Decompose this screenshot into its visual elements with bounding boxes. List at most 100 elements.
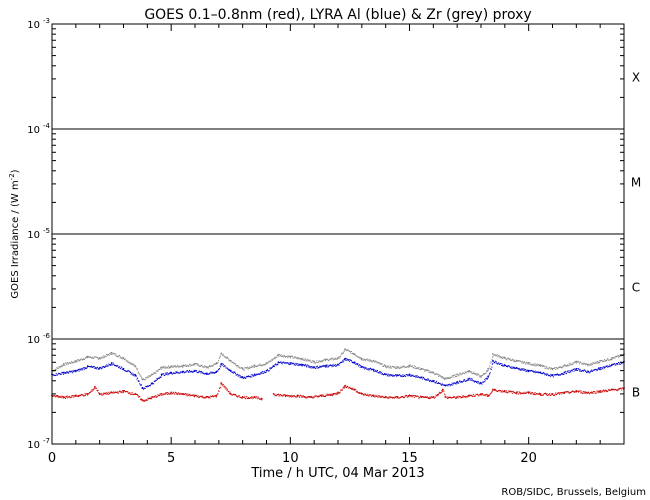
data-dot [388, 398, 390, 400]
data-dot [478, 395, 480, 397]
data-dot [378, 362, 380, 364]
data-dot [307, 358, 309, 360]
data-dot [248, 397, 250, 399]
data-dot [301, 365, 303, 367]
data-dot [333, 358, 335, 360]
data-dot [100, 357, 102, 359]
data-dot [327, 366, 329, 368]
data-dot [454, 396, 456, 398]
data-dot [212, 372, 214, 374]
data-dot [398, 374, 400, 376]
data-dot [103, 366, 105, 368]
data-dot [286, 362, 288, 364]
data-dot [98, 368, 100, 370]
data-dot [327, 394, 329, 396]
data-dot [81, 394, 83, 396]
data-dot [120, 368, 122, 370]
data-dot [88, 365, 90, 367]
data-dot [258, 373, 260, 375]
data-point [515, 391, 518, 394]
data-dot [131, 362, 133, 364]
data-dot [76, 369, 78, 371]
data-dot [200, 395, 202, 397]
data-dot [61, 371, 63, 373]
data-dot [245, 377, 247, 379]
data-dot [596, 390, 598, 392]
data-dot [429, 398, 430, 400]
data-dot [417, 367, 419, 369]
data-dot [499, 357, 501, 359]
data-dot [297, 357, 299, 359]
data-dot [377, 395, 378, 397]
data-dot [113, 352, 115, 354]
data-dot [205, 396, 207, 398]
data-dot [374, 360, 376, 362]
data-dot [486, 378, 488, 380]
data-dot [364, 393, 365, 395]
data-dot [398, 397, 400, 399]
data-point [408, 364, 411, 367]
data-dot [293, 362, 295, 364]
data-dot [407, 396, 409, 398]
data-dot [362, 359, 364, 361]
data-dot [525, 392, 527, 394]
data-dot [476, 374, 478, 376]
data-dot [419, 369, 421, 371]
data-dot [605, 359, 607, 361]
data-dot [62, 372, 64, 374]
data-dot [292, 395, 294, 397]
data-dot [446, 378, 448, 380]
data-dot [547, 394, 549, 396]
data-dot [433, 373, 435, 375]
data-dot [125, 358, 127, 360]
data-dot [512, 390, 514, 392]
data-dot [307, 366, 309, 368]
data-dot [109, 353, 111, 355]
data-dot [160, 395, 162, 397]
data-dot [311, 362, 313, 364]
data-dot [328, 394, 330, 396]
data-dot [234, 371, 236, 373]
data-dot [105, 393, 107, 395]
data-dot [296, 363, 298, 365]
data-dot [52, 395, 54, 397]
data-dot [490, 361, 492, 363]
data-point [487, 375, 490, 378]
data-dot [189, 395, 191, 397]
data-dot [165, 372, 167, 374]
data-dot [151, 383, 153, 385]
data-dot [268, 370, 270, 372]
data-dot [472, 372, 474, 374]
data-dot [476, 373, 478, 375]
data-dot [244, 398, 246, 400]
data-dot [349, 359, 351, 361]
data-dot [494, 354, 496, 356]
data-dot [530, 393, 532, 395]
data-dot [565, 372, 567, 374]
data-dot [483, 381, 485, 383]
data-dot [540, 394, 542, 396]
data-dot [543, 372, 545, 374]
data-dot [554, 367, 556, 369]
data-dot [278, 354, 280, 356]
data-dot [145, 377, 147, 379]
data-dot [610, 389, 612, 391]
data-dot [563, 364, 565, 366]
data-dot [341, 389, 343, 391]
data-dot [78, 359, 79, 361]
data-dot [234, 394, 236, 396]
data-dot [234, 371, 235, 373]
data-dot [599, 361, 601, 363]
data-dot [223, 366, 225, 368]
data-dot [280, 354, 282, 356]
data-dot [601, 367, 603, 369]
data-dot [98, 392, 100, 394]
data-dot [250, 376, 252, 378]
data-dot [537, 365, 539, 367]
data-dot [319, 366, 321, 368]
data-dot [222, 355, 224, 357]
data-dot [303, 364, 305, 366]
data-dot [153, 380, 155, 382]
data-dot [97, 389, 99, 391]
